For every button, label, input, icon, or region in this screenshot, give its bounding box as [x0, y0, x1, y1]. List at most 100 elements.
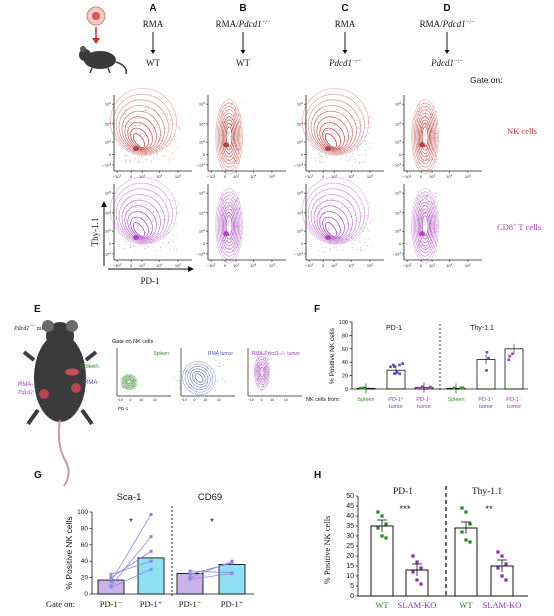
x-tick-label: 104 [446, 263, 452, 269]
mouse-icon [79, 46, 128, 75]
tumor-label-d: RMA/Pdcd1−/− [420, 19, 475, 29]
event-dot [226, 201, 227, 203]
event-dot [173, 133, 175, 135]
y-tick-label: 104 [297, 210, 303, 216]
event-dot [229, 242, 231, 244]
event-dot [351, 242, 353, 244]
event-dot [418, 195, 420, 196]
event-dot [124, 109, 126, 111]
data-point [464, 538, 468, 542]
event-dot [227, 134, 229, 136]
e-flow-plot: RMA tumor −10 0 10 10 [174, 348, 235, 402]
event-dot [227, 133, 229, 135]
y-tick-label: 103 [199, 139, 205, 145]
event-dot [236, 193, 238, 195]
event-dot [129, 244, 131, 246]
event-dot [420, 126, 422, 128]
event-dot [225, 156, 227, 158]
panel-letter-b: B [239, 3, 246, 14]
event-dot [342, 250, 344, 252]
event-dot [417, 110, 419, 112]
data-point [384, 536, 388, 540]
event-dot [238, 244, 240, 246]
event-dot [237, 108, 239, 110]
event-dot [436, 192, 437, 194]
x-tick-label: 104 [156, 263, 162, 269]
event-dot [164, 245, 166, 247]
density-contour [304, 182, 365, 244]
density-contour [415, 109, 435, 165]
spleen-icon [65, 368, 79, 376]
event-dot [354, 220, 356, 222]
event-dot [336, 224, 338, 226]
event-dot [421, 109, 423, 111]
event-dot [348, 200, 350, 202]
event-dot [426, 197, 428, 199]
event-dot [185, 396, 187, 398]
y-tick-label: 103 [395, 139, 401, 145]
event-dot [360, 203, 362, 205]
event-dot [140, 235, 142, 236]
event-dot [325, 130, 327, 132]
density-contour [302, 88, 369, 156]
data-point [392, 363, 395, 367]
gate-on-label: Gate on: [470, 75, 503, 85]
row-label-cd8: CD8+ T cells [497, 222, 541, 232]
event-dot [240, 142, 242, 144]
density-contour [118, 194, 165, 242]
event-dot [368, 122, 370, 124]
y-tick-label: 105 [105, 190, 111, 196]
event-dot [146, 229, 148, 231]
event-dot [422, 105, 423, 107]
density-contour [254, 353, 270, 391]
event-dot [130, 246, 132, 248]
event-dot [363, 161, 365, 163]
event-dot [240, 127, 241, 129]
y-axis-title: % Positive NK cells [64, 516, 74, 589]
event-dot [228, 219, 230, 221]
x-tick-label: 103 [331, 174, 337, 180]
event-dot [435, 195, 437, 197]
density-contour [216, 102, 242, 171]
event-dot [134, 203, 136, 205]
event-dot [360, 121, 362, 123]
event-dot [436, 145, 438, 147]
event-dot [229, 225, 231, 227]
data-point [109, 584, 113, 588]
event-dot [141, 157, 143, 159]
mice-label: Pdcd1−/− mice [13, 323, 49, 332]
x-tick-label: PD-1⁻ [506, 397, 522, 403]
event-dot [426, 207, 428, 209]
event-dot [140, 242, 142, 244]
event-dot [126, 219, 127, 221]
gate-on-nk-label: Gate on NK cells [112, 339, 154, 345]
density-contour [313, 199, 353, 241]
event-dot [175, 249, 177, 250]
event-dot [424, 135, 426, 137]
panel-e: E Pdcd1−/− mice Spleen RMA RMA-Pdcd1−/− Gate … [13, 304, 302, 487]
y-tick-label: 105 [297, 101, 303, 107]
event-dot [334, 124, 335, 126]
event-dot [126, 154, 128, 156]
event-dot [142, 161, 143, 163]
event-dot [173, 123, 175, 125]
event-dot [365, 127, 367, 129]
event-dot [165, 128, 167, 129]
event-dot [346, 139, 348, 141]
event-dot [166, 115, 168, 117]
density-contour [133, 133, 145, 148]
event-dot [316, 121, 318, 123]
event-dot [124, 113, 126, 115]
event-dot [434, 119, 436, 121]
density-contour [415, 198, 435, 254]
data-point [452, 386, 456, 390]
x-tick-label: 0 [130, 174, 133, 179]
event-dot [169, 157, 171, 159]
event-dot [238, 198, 240, 200]
x-tick-label: 103 [429, 263, 435, 269]
event-dot [170, 111, 172, 113]
flow-plot: −103 0 103 104 105 −103 0 103 104 105 [393, 95, 482, 179]
event-dot [432, 102, 434, 104]
event-dot [127, 241, 129, 242]
event-dot [333, 121, 335, 122]
